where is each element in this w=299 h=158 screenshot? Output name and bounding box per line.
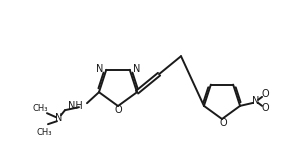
Text: CH₃: CH₃ — [36, 128, 52, 137]
Text: NH: NH — [68, 101, 83, 111]
Text: O: O — [261, 103, 269, 113]
Text: N: N — [96, 64, 103, 74]
Text: N: N — [133, 64, 140, 74]
Text: O: O — [114, 105, 122, 115]
Text: N: N — [252, 96, 260, 106]
Text: CH₃: CH₃ — [32, 104, 48, 113]
Text: O: O — [219, 118, 227, 128]
Text: O: O — [261, 89, 269, 99]
Text: N: N — [55, 113, 63, 123]
